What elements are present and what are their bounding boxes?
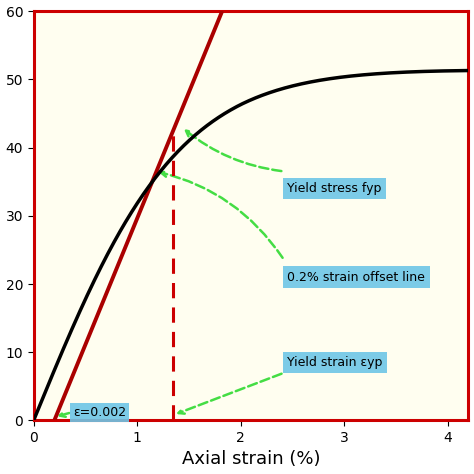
X-axis label: Axial strain (%): Axial strain (%)	[182, 450, 320, 468]
Text: Yield stress fyp: Yield stress fyp	[287, 182, 382, 195]
Text: 0.2% strain offset line: 0.2% strain offset line	[287, 271, 425, 283]
Text: Yield strain εyp: Yield strain εyp	[287, 356, 383, 369]
Text: ε=0.002: ε=0.002	[73, 406, 126, 419]
